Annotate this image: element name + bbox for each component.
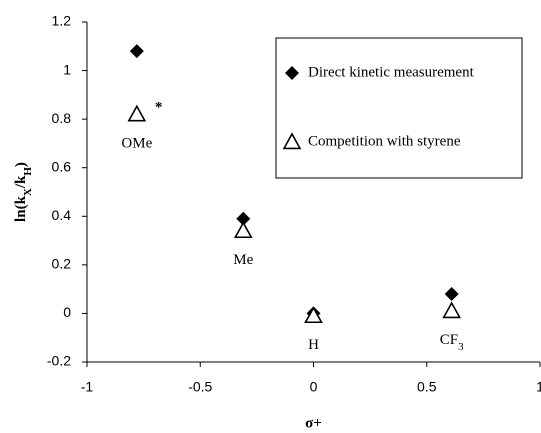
diamond-point [285, 66, 299, 80]
y-tick-label: 0.8 [52, 110, 72, 126]
y-axis-label-part: H [22, 167, 34, 176]
triangle-point [304, 306, 323, 324]
y-axis-label-part: ) [13, 162, 29, 167]
triangle-point [127, 104, 147, 122]
point-label: Me [233, 252, 253, 268]
y-axis-label-part: /k [13, 175, 29, 189]
y-tick-label: 0.2 [52, 256, 72, 272]
point-label: H [308, 337, 319, 353]
y-axis-label-part: X [22, 188, 34, 196]
y-tick-label: 0 [63, 304, 71, 320]
diamond-point [129, 44, 144, 59]
triangle-point [282, 132, 302, 150]
x-tick-label: -0.5 [188, 379, 212, 395]
y-tick-label: 1.2 [52, 13, 72, 29]
legend-label: Direct kinetic measurement [308, 64, 475, 80]
x-axis-label: σ+ [305, 415, 322, 431]
x-tick-label: 0 [310, 379, 318, 395]
y-axis-label: ln(kX/kH) [13, 162, 33, 222]
point-label-part: H [308, 337, 319, 353]
point-label-part: 3 [458, 341, 464, 353]
point-label-part: Me [233, 252, 253, 268]
y-tick-label: 1 [63, 61, 71, 77]
y-axis-label-part: ln(k [13, 195, 29, 222]
point-label-part: CF [440, 332, 458, 348]
point-label: OMe [121, 136, 152, 152]
point-label: CF3 [440, 332, 464, 352]
asterisk: * [155, 100, 163, 116]
legend-box [275, 37, 523, 179]
x-tick-label: 1 [536, 379, 541, 395]
point-label-part: OMe [121, 136, 152, 152]
x-tick-label: -1 [81, 379, 94, 395]
x-tick-label: 0.5 [417, 379, 437, 395]
diamond-point [444, 287, 459, 301]
y-tick-label: -0.2 [47, 353, 71, 369]
diamond-point [236, 211, 251, 226]
triangle-point [442, 301, 462, 319]
y-tick-label: 0.4 [52, 207, 72, 223]
y-tick-label: 0.6 [52, 158, 72, 174]
triangle-point [233, 221, 253, 239]
legend-label: Competition with styrene [308, 133, 461, 149]
